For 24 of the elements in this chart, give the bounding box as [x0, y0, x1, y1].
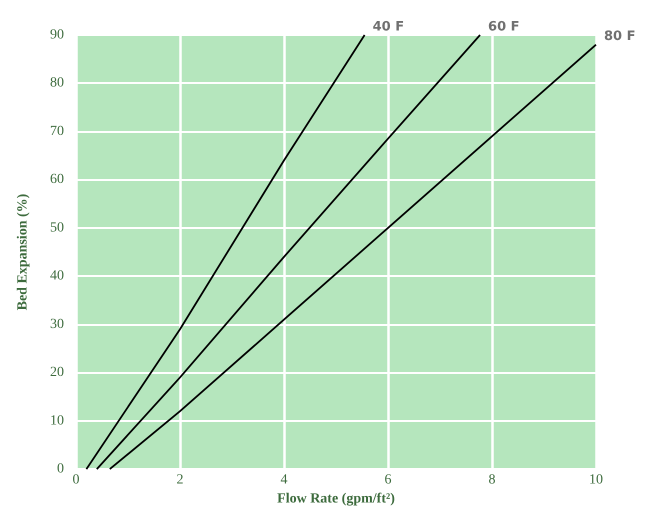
series-label: 80 F — [604, 29, 636, 44]
y-tick-label: 40 — [50, 268, 64, 284]
y-tick-label: 90 — [50, 28, 64, 42]
y-tick-label: 20 — [50, 365, 64, 380]
x-tick-label: 6 — [384, 472, 392, 488]
line-series — [86, 34, 366, 470]
series-label: 60 F — [488, 20, 520, 34]
x-tick-label: 10 — [589, 472, 603, 488]
x-tick-label: 8 — [488, 472, 496, 488]
y-tick-label: 0 — [57, 462, 64, 477]
y-tick-label: 50 — [50, 220, 64, 236]
y-tick-label: 70 — [50, 124, 64, 139]
y-tick-label: 80 — [50, 76, 64, 91]
series-label: 40 F — [372, 20, 404, 34]
x-tick-label: 0 — [72, 472, 80, 488]
x-tick-label: 4 — [280, 472, 288, 488]
x-tick-label: 2 — [176, 472, 184, 488]
line-series — [108, 44, 597, 470]
y-tick-label: 10 — [50, 413, 64, 428]
y-tick-label: 60 — [50, 172, 64, 188]
line-series — [96, 34, 481, 470]
y-tick-label: 30 — [50, 316, 64, 332]
y-axis-title: Bed Expansion (%) — [16, 193, 30, 310]
x-axis-title: Flow Rate (gpm/ft²) — [277, 492, 396, 506]
